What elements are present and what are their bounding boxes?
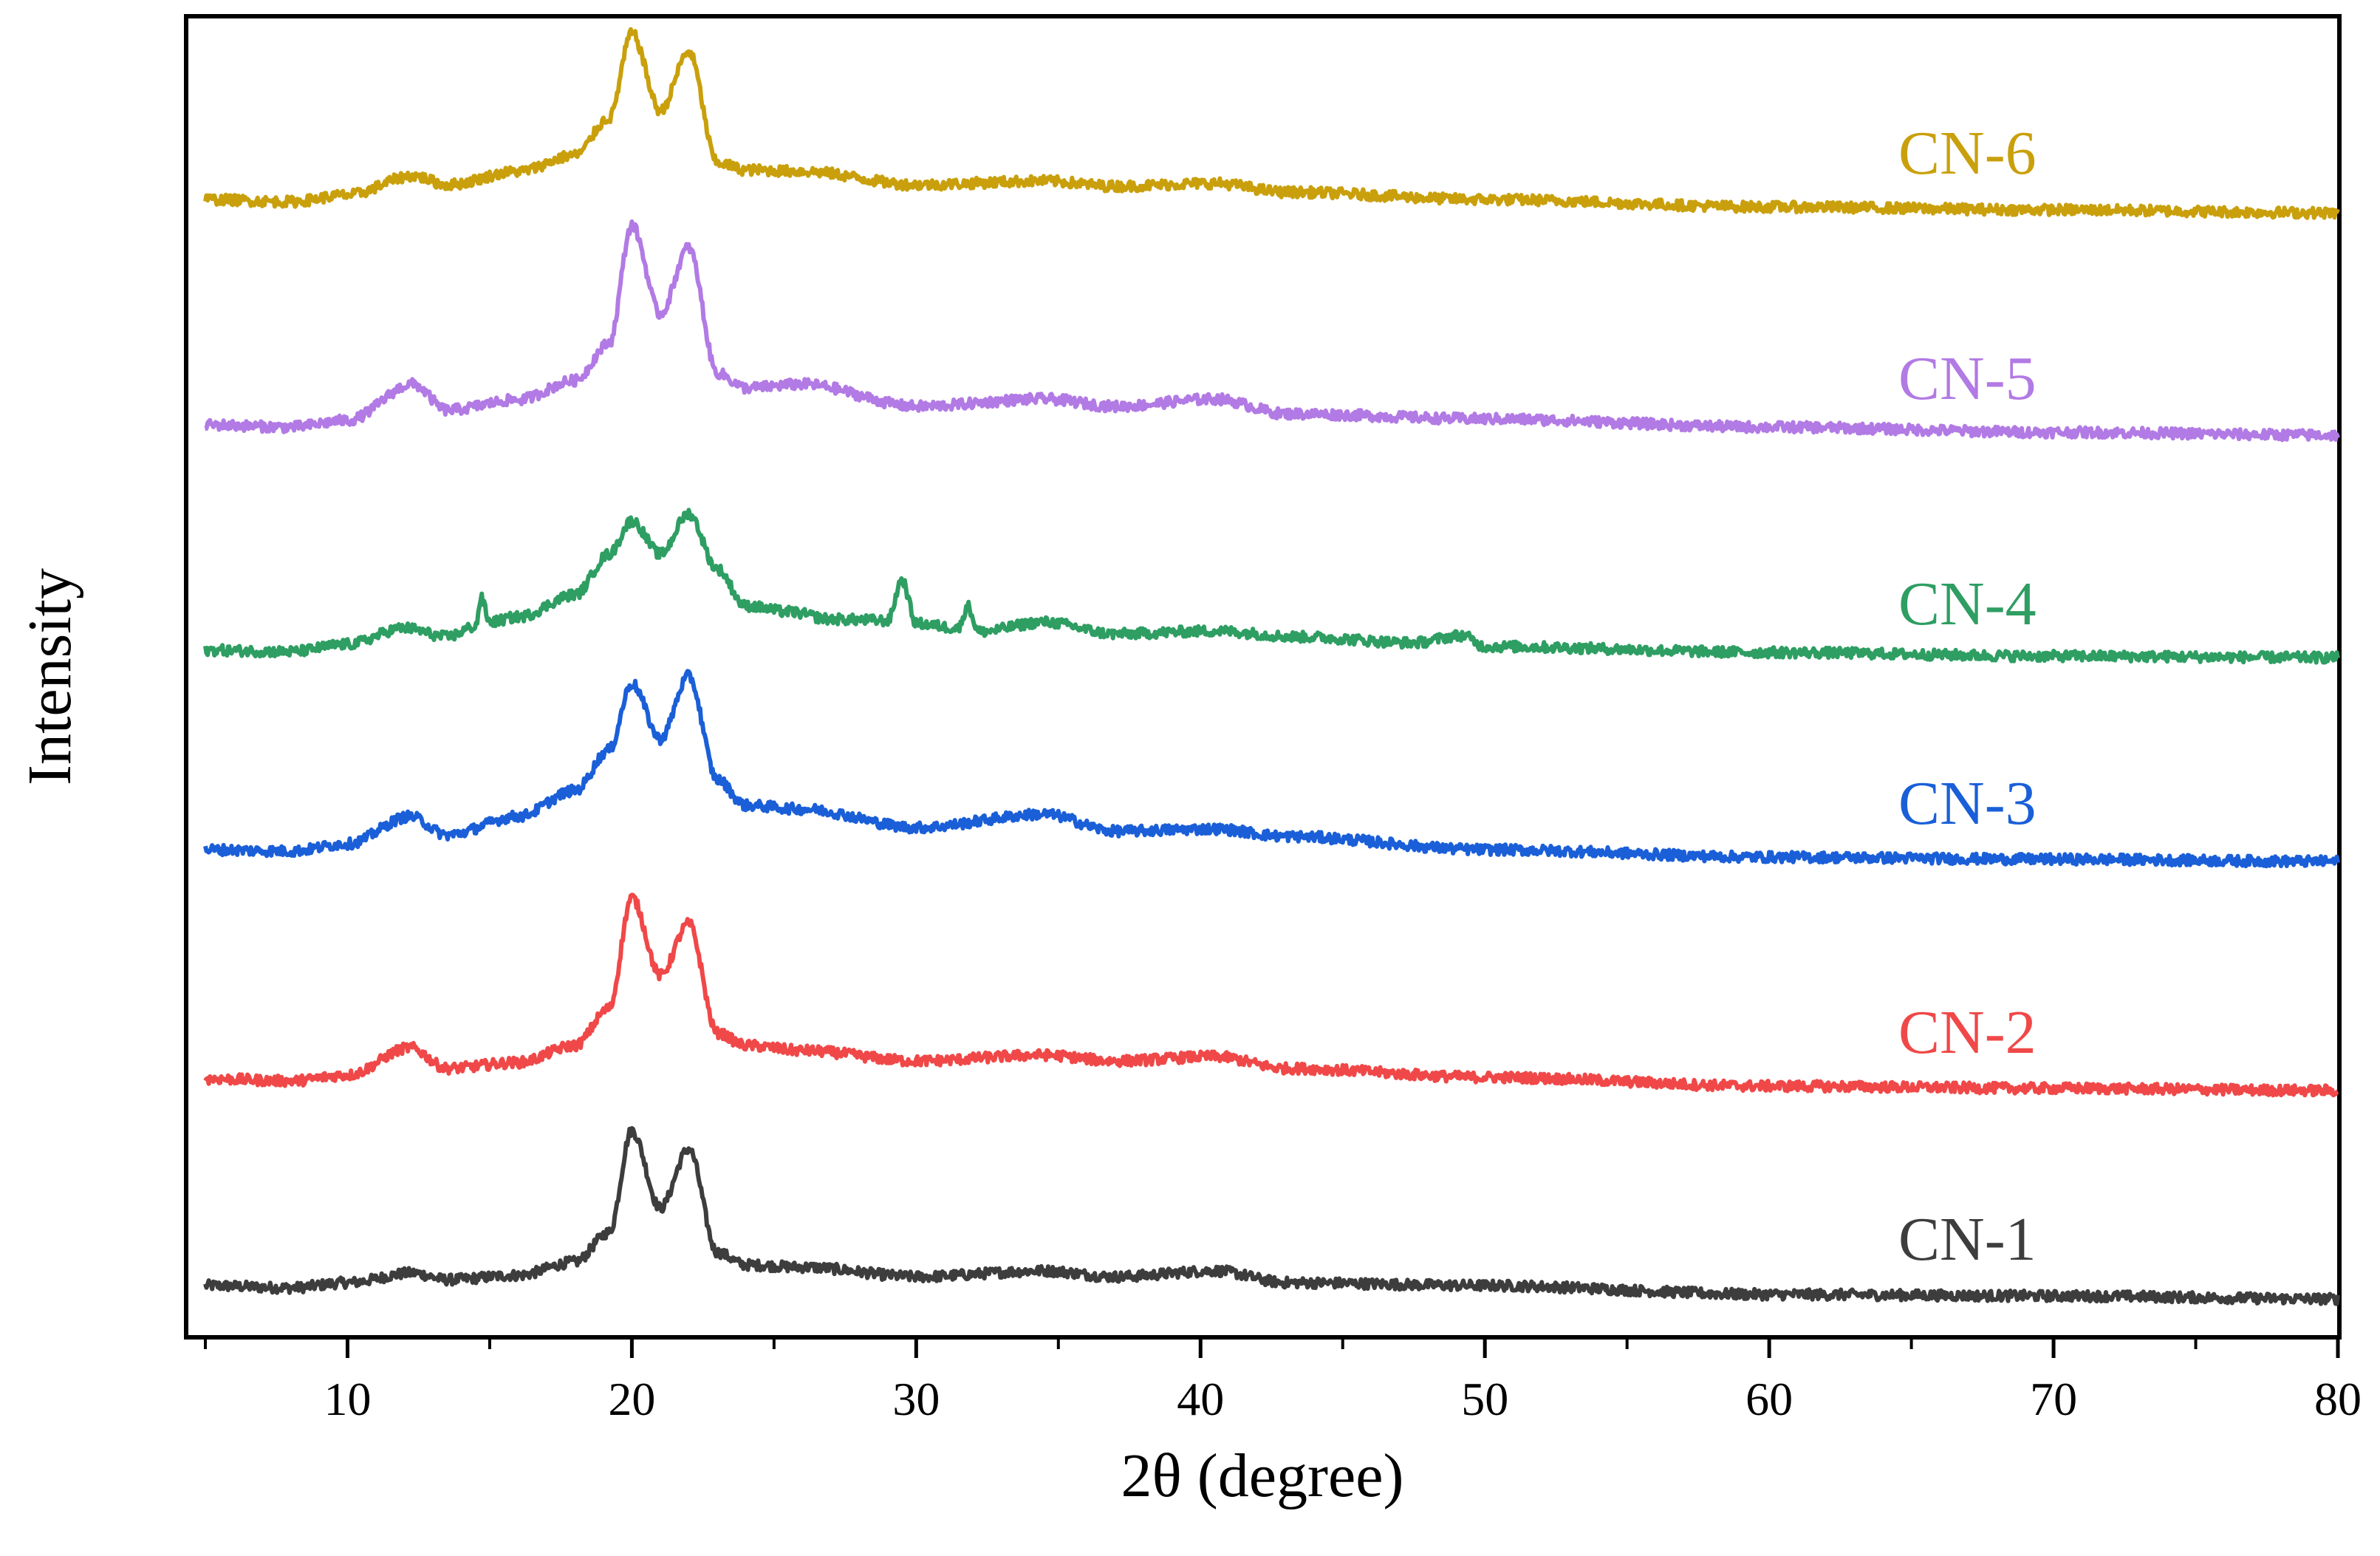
series-line-cn-5 [204,219,2340,443]
series-label-cn-3: CN-3 [1898,769,2037,838]
series-line-cn-3 [203,669,2340,869]
x-tick-label: 40 [1177,1373,1224,1425]
x-tick-label: 80 [2314,1373,2362,1425]
x-tick-label: 60 [1745,1373,1793,1425]
plot-frame [184,14,2342,1340]
series-label-cn-2: CN-2 [1898,998,2037,1067]
x-axis-title: 2θ (degree) [1121,1441,1403,1510]
y-axis-title: Intensity [16,568,84,785]
series-label-cn-1: CN-1 [1898,1205,2037,1274]
x-tick-label: 70 [2030,1373,2077,1425]
series-line-cn-1 [203,1126,2340,1306]
series-label-cn-4: CN-4 [1898,570,2037,638]
series-label-cn-5: CN-5 [1898,344,2037,413]
series-line-cn-2 [203,893,2339,1098]
x-tick-label: 10 [324,1373,371,1425]
series-line-cn-6 [203,27,2340,220]
series-line-cn-4 [203,508,2340,665]
x-tick-label: 20 [608,1373,655,1425]
x-tick-label: 50 [1461,1373,1508,1425]
x-tick-label: 30 [892,1373,940,1425]
series-label-cn-6: CN-6 [1898,119,2037,188]
